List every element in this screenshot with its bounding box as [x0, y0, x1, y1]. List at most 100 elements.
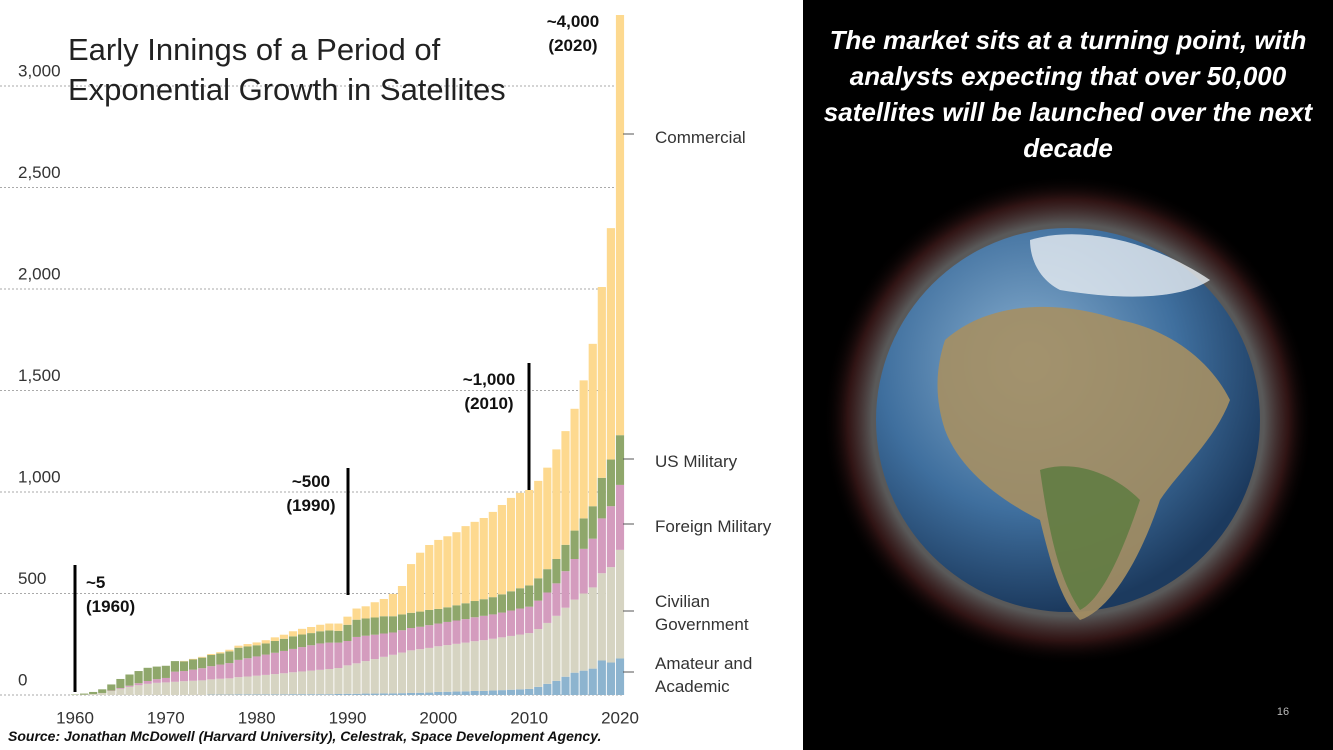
bar-segment: [361, 635, 370, 662]
bar-segment: [334, 642, 343, 669]
bar-segment: [261, 643, 270, 655]
bar-segment: [207, 653, 216, 656]
bar-segment: [425, 609, 434, 626]
bar-segment: [98, 689, 107, 693]
bar-segment: [479, 690, 488, 695]
bar-segment: [416, 649, 425, 693]
bar-segment: [579, 593, 588, 671]
bar-segment: [461, 619, 470, 643]
bar-segment: [379, 633, 388, 657]
bar-segment: [361, 606, 370, 619]
bar-segment: [252, 694, 261, 695]
bar-segment: [452, 620, 461, 644]
bar-segment: [270, 694, 279, 695]
bar-segment: [279, 638, 289, 651]
bar-segment: [534, 600, 543, 630]
bar-segment: [570, 672, 579, 695]
bar-segment: [534, 686, 543, 695]
source-note: Source: Jonathan McDowell (Harvard Unive…: [8, 728, 602, 744]
bar-segment: [597, 660, 606, 695]
bar-segment: [452, 643, 461, 692]
bar-segment: [188, 659, 198, 670]
bar-segment: [279, 673, 289, 695]
bar-segment: [243, 676, 252, 695]
bar-segment: [461, 603, 470, 620]
bar-segment: [216, 652, 225, 654]
bar-segment: [416, 692, 425, 695]
bar-segment: [470, 690, 479, 695]
bar-segment: [570, 559, 579, 600]
bars: [70, 15, 625, 695]
bar-segment: [606, 228, 616, 460]
bar-segment: [79, 693, 89, 695]
bar-segment: [225, 678, 234, 695]
bar-segment: [515, 608, 525, 635]
bar-segment: [279, 694, 289, 695]
bar-segment: [443, 621, 452, 646]
bar-segment: [361, 661, 370, 694]
bar-segment: [179, 671, 189, 682]
bar-segment: [615, 435, 625, 485]
x-tick-label: 1960: [56, 708, 94, 727]
bar-segment: [216, 678, 225, 695]
annotation-value: ~1,000: [462, 370, 516, 389]
bar-segment: [161, 682, 170, 695]
x-tick-label: 1970: [147, 708, 185, 727]
x-tick-label: 2020: [601, 708, 639, 727]
legend-label: Amateur and Academic: [655, 654, 753, 696]
bar-segment: [606, 567, 616, 663]
annotation-value: ~5: [86, 573, 106, 592]
bar-segment: [98, 692, 107, 695]
bar-segment: [443, 607, 452, 622]
bar-segment: [170, 671, 180, 682]
bar-segment: [506, 610, 516, 636]
y-tick-label: 0: [18, 670, 27, 689]
bar-segment: [543, 683, 552, 695]
annotation-year: (2010): [464, 394, 514, 413]
bar-segment: [615, 484, 625, 550]
bar-segment: [452, 605, 461, 621]
bar-segment: [497, 612, 507, 638]
bar-segment: [352, 619, 361, 637]
bar-segment: [307, 645, 316, 671]
bar-segment: [606, 506, 616, 568]
bar-segment: [361, 618, 370, 636]
bar-segment: [261, 674, 270, 695]
bar-segment: [334, 623, 343, 631]
bar-segment: [343, 641, 352, 666]
annotation-year: (1990): [286, 496, 336, 515]
page-number: 16: [1277, 706, 1289, 718]
bar-segment: [488, 690, 497, 695]
bar-segment: [579, 380, 588, 519]
bar-segment: [225, 651, 234, 664]
bar-segment: [370, 693, 379, 695]
y-tick-label: 2,000: [18, 265, 61, 284]
bar-segment: [261, 640, 270, 644]
bar-segment: [361, 693, 370, 695]
bar-segment: [470, 601, 479, 618]
bar-segment: [288, 648, 298, 673]
bar-segment: [534, 629, 543, 687]
bar-segment: [406, 692, 416, 695]
bar-segment: [170, 681, 180, 695]
x-tick-label: 2000: [419, 708, 457, 727]
bar-segment: [443, 691, 452, 695]
bar-segment: [525, 633, 534, 689]
bar-segment: [561, 544, 570, 572]
bar-segment: [270, 637, 279, 642]
bar-segment: [479, 640, 488, 691]
bar-segment: [425, 544, 434, 610]
bar-segment: [370, 602, 379, 618]
bar-segment: [397, 652, 407, 694]
bar-segment: [216, 664, 225, 679]
bar-segment: [488, 511, 497, 598]
bar-segment: [89, 691, 98, 694]
bar-segment: [188, 680, 198, 695]
bar-segment: [615, 658, 625, 695]
bar-segment: [515, 492, 525, 589]
bar-segment: [288, 636, 298, 649]
bar-segment: [425, 692, 434, 695]
bar-segment: [270, 652, 279, 675]
bar-segment: [125, 685, 134, 687]
bar-segment: [515, 588, 525, 609]
